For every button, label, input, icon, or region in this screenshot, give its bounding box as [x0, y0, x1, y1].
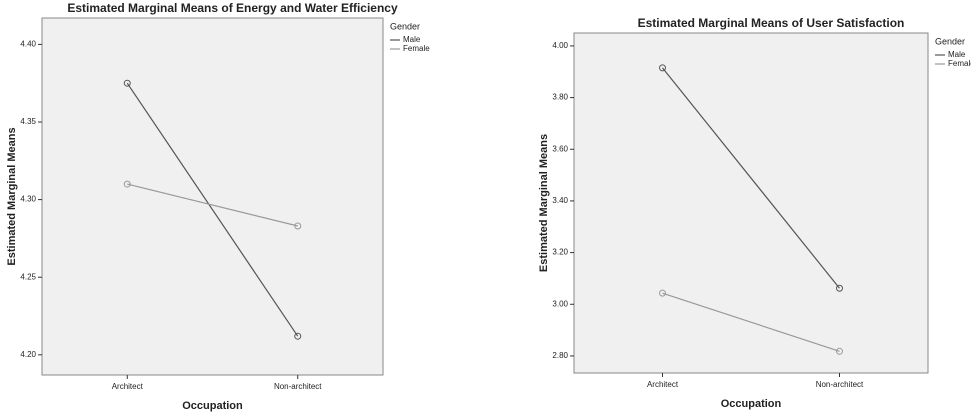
x-tick-label: Architect: [112, 382, 144, 391]
legend-title: Gender: [935, 36, 965, 46]
point-marker: [659, 289, 666, 297]
chart-title: Estimated Marginal Means of Energy and W…: [67, 1, 398, 15]
series-line: [127, 183, 298, 227]
y-tick-label: 4.25: [20, 272, 36, 281]
plot-area: [573, 32, 929, 374]
legend-title: Gender: [390, 21, 420, 31]
legend-label: Female: [948, 59, 971, 68]
y-tick-label: 4.35: [20, 117, 36, 126]
x-tick-label: Architect: [647, 380, 679, 389]
x-tick-label: Non-architect: [274, 382, 322, 391]
chart-title: Estimated Marginal Means of User Satisfa…: [638, 16, 905, 30]
y-tick-label: 4.40: [20, 39, 36, 48]
plot-area: [41, 17, 384, 376]
x-tick-label: Non-architect: [816, 380, 864, 389]
x-axis-label: Occupation: [721, 398, 782, 410]
point-marker: [123, 79, 131, 87]
point-marker: [836, 347, 843, 355]
x-axis-label: Occupation: [182, 400, 243, 412]
y-tick-label: 4.20: [20, 350, 36, 359]
y-tick-label: 3.00: [552, 299, 568, 308]
y-tick-label: 4.00: [552, 41, 568, 50]
y-tick-label: 4.30: [20, 195, 36, 204]
point-marker: [294, 222, 302, 230]
series-line: [126, 82, 299, 337]
y-tick-label: 3.40: [552, 196, 568, 205]
y-axis-label: Estimated Marginal Means: [6, 127, 18, 265]
legend-label: Male: [403, 35, 421, 44]
point-marker: [659, 64, 666, 72]
series-line: [662, 292, 840, 352]
legend-label: Female: [403, 44, 430, 53]
y-tick-label: 3.80: [552, 93, 568, 102]
y-tick-label: 3.20: [552, 248, 568, 257]
legend-label: Male: [948, 50, 966, 59]
point-marker: [836, 284, 843, 292]
point-marker: [123, 180, 131, 188]
point-marker: [294, 332, 302, 340]
series-line: [662, 67, 840, 289]
y-axis-label: Estimated Marginal Means: [538, 134, 550, 272]
y-tick-label: 2.80: [552, 351, 568, 360]
y-tick-label: 3.60: [552, 144, 568, 153]
